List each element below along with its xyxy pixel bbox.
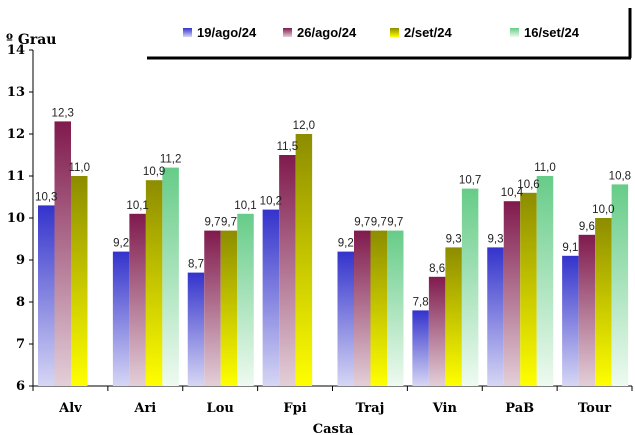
legend-swatch <box>390 28 399 37</box>
data-label: 9,2 <box>113 238 129 250</box>
data-label: 9,3 <box>488 233 504 245</box>
legend-swatch <box>510 28 519 37</box>
data-label: 9,7 <box>354 217 370 229</box>
bar <box>428 276 446 386</box>
x-tick-label: Alv <box>58 401 82 416</box>
legend-label: 19/ago/24 <box>197 25 257 40</box>
data-label: 11,2 <box>160 154 182 166</box>
bar <box>187 272 205 386</box>
bar <box>412 310 429 386</box>
data-label: 7,8 <box>413 296 429 308</box>
data-labels: 10,3 9,2 8,7 10,2 9,2 7,8 9,3 9,1 12,3 10,1 9,7 11,… <box>35 107 631 308</box>
bar <box>445 247 462 386</box>
data-label: 10,2 <box>260 196 282 208</box>
bar <box>536 176 554 386</box>
x-tick-label: Tour <box>578 401 611 416</box>
bar <box>38 205 55 386</box>
legend-label: 16/set/24 <box>524 25 580 40</box>
bar <box>461 188 479 386</box>
bar <box>354 230 371 386</box>
data-label: 10,0 <box>592 204 614 216</box>
bar <box>162 167 179 386</box>
x-tick-label: Traj <box>356 401 385 416</box>
data-label: 9,2 <box>338 238 354 250</box>
data-label: 9,7 <box>371 217 387 229</box>
data-label: 12,3 <box>52 107 74 119</box>
x-tick-label: Ari <box>133 401 156 416</box>
bar <box>145 180 163 386</box>
bars <box>38 121 629 387</box>
data-label: 11,0 <box>68 162 90 174</box>
legend-swatch <box>283 28 292 37</box>
bar <box>237 213 254 386</box>
x-tick-label: Lou <box>207 401 234 416</box>
legend-box <box>150 12 628 54</box>
y-tick-label: 7 <box>16 337 25 352</box>
legend: 19/ago/24 26/ago/24 2/set/24 16/set/24 <box>147 8 632 60</box>
bar <box>611 184 629 386</box>
legend-swatch <box>183 28 192 37</box>
y-tick-label: 11 <box>7 169 25 184</box>
data-label: 9,7 <box>221 217 237 229</box>
bar <box>503 201 521 386</box>
bar <box>204 230 221 386</box>
data-label: 10,4 <box>501 187 524 199</box>
data-label: 9,7 <box>387 217 403 229</box>
bar <box>370 230 387 386</box>
y-tick-label: 13 <box>7 85 25 100</box>
bar <box>262 209 280 386</box>
legend-label: 2/set/24 <box>404 25 452 40</box>
data-label: 9,6 <box>579 221 595 233</box>
data-label: 8,7 <box>188 259 204 271</box>
data-label: 9,3 <box>446 233 462 245</box>
y-tick-label: 6 <box>16 379 25 394</box>
data-label: 10,3 <box>35 191 57 203</box>
axes: 6 7 8 9 10 11 12 13 14 Alv Ari Lou Fpi Traj Vin PaB Tour <box>7 43 633 416</box>
y-tick-label: 8 <box>16 295 25 310</box>
y-axis-label: º Grau <box>6 32 56 48</box>
legend-label: 26/ago/24 <box>297 25 357 40</box>
data-label: 10,6 <box>517 179 539 191</box>
bar <box>129 213 146 386</box>
data-label: 9,7 <box>205 217 221 229</box>
bar <box>295 134 313 386</box>
data-label: 9,1 <box>562 242 578 254</box>
bar <box>562 255 579 386</box>
bar <box>54 121 71 387</box>
data-label: 11,0 <box>534 162 556 174</box>
data-label: 10,7 <box>459 175 481 187</box>
data-label: 10,8 <box>609 170 631 182</box>
data-label: 10,1 <box>126 200 148 212</box>
bar <box>71 176 88 386</box>
y-tick-label: 12 <box>7 127 25 142</box>
y-tick-label: 10 <box>7 211 25 226</box>
bar <box>220 230 238 386</box>
y-tick-label: 14 <box>7 43 25 58</box>
y-tick-label: 9 <box>16 253 25 268</box>
data-label: 11,5 <box>277 141 299 153</box>
bar <box>487 247 504 386</box>
data-label: 12,0 <box>293 120 315 132</box>
bar <box>578 234 596 386</box>
x-axis-label: Casta <box>313 422 354 435</box>
x-tick-label: PaB <box>505 401 534 416</box>
bar <box>112 251 130 386</box>
x-tick-label: Vin <box>432 401 458 416</box>
x-tick-label: Fpi <box>283 401 306 416</box>
bar <box>337 251 354 386</box>
data-label: 10,9 <box>143 166 165 178</box>
bar <box>387 230 404 386</box>
bar <box>520 192 537 386</box>
bar <box>595 218 612 386</box>
data-label: 8,6 <box>429 263 445 275</box>
bar <box>279 155 296 386</box>
data-label: 10,1 <box>234 200 256 212</box>
